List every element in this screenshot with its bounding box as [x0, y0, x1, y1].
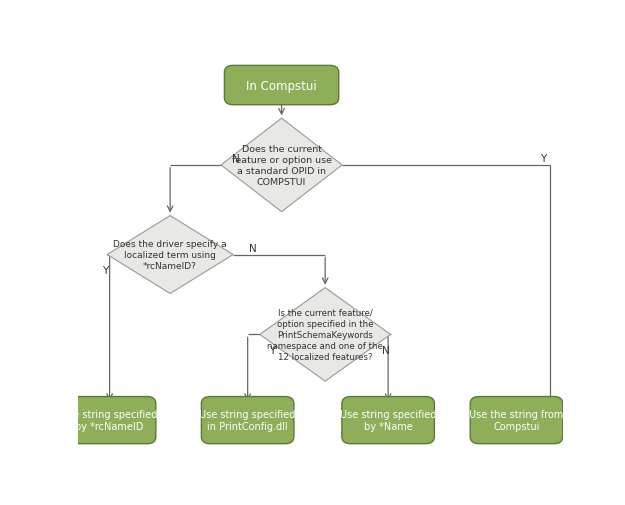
Text: Is the current feature/
option specified in the
PrintSchemaKeywords
namespace an: Is the current feature/ option specified… [268, 308, 383, 362]
Text: N: N [232, 154, 239, 164]
FancyBboxPatch shape [224, 66, 339, 106]
Text: Use the string from
Compstui: Use the string from Compstui [469, 409, 564, 431]
FancyBboxPatch shape [201, 397, 294, 444]
Text: Does the driver specify a
localized term using
*rcNameID?: Does the driver specify a localized term… [113, 239, 227, 271]
Text: Use string specified
by *rcNameID: Use string specified by *rcNameID [61, 409, 158, 431]
FancyBboxPatch shape [470, 397, 562, 444]
Polygon shape [107, 216, 233, 294]
Text: Use string specified
in PrintConfig.dll: Use string specified in PrintConfig.dll [199, 409, 296, 431]
Text: Y: Y [102, 266, 108, 276]
Text: N: N [382, 345, 389, 356]
Text: N: N [249, 243, 256, 253]
Text: In Compstui: In Compstui [246, 79, 317, 92]
Text: Use string specified
by *Name: Use string specified by *Name [340, 409, 436, 431]
FancyBboxPatch shape [342, 397, 434, 444]
Polygon shape [260, 288, 391, 381]
Polygon shape [221, 119, 342, 212]
Text: Does the current
feature or option use
a standard OPID in
COMPSTUI: Does the current feature or option use a… [231, 144, 331, 187]
Text: Y: Y [540, 154, 546, 164]
FancyBboxPatch shape [63, 397, 156, 444]
Text: Y: Y [269, 345, 275, 356]
